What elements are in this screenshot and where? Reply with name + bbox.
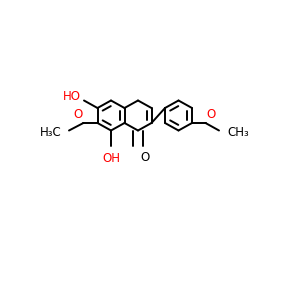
Text: H₃C: H₃C — [40, 126, 62, 140]
Text: HO: HO — [62, 90, 80, 103]
Text: O: O — [74, 109, 83, 122]
Text: O: O — [140, 151, 150, 164]
Text: CH₃: CH₃ — [227, 126, 249, 140]
Text: O: O — [206, 109, 215, 122]
Text: OH: OH — [102, 152, 120, 165]
